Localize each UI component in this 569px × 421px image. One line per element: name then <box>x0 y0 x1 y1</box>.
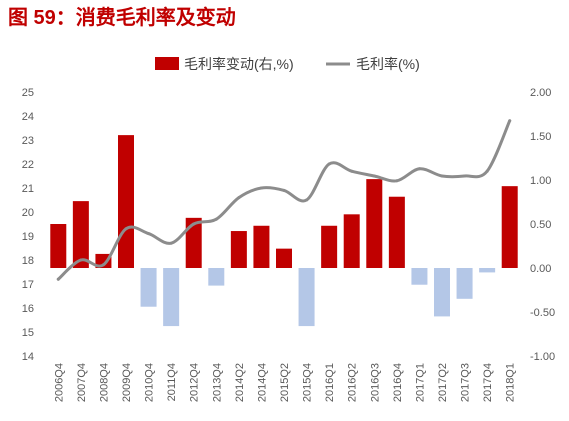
x-tick-2014Q2: 2014Q2 <box>234 363 246 402</box>
y-tick-right-0.50: 0.50 <box>530 219 551 231</box>
line-point-2009Q4 <box>124 227 128 231</box>
x-tick-2017Q1: 2017Q1 <box>414 363 426 402</box>
bar-2015Q4 <box>298 268 315 327</box>
line-point-2017Q4 <box>485 169 489 173</box>
x-tick-2013Q4: 2013Q4 <box>211 363 223 402</box>
bar-2013Q4 <box>208 268 225 286</box>
x-tick-2012Q4: 2012Q4 <box>189 363 201 402</box>
line-point-2017Q1 <box>417 167 421 171</box>
bar-2012Q4 <box>185 217 202 268</box>
x-tick-2009Q4: 2009Q4 <box>121 363 133 402</box>
line-point-2008Q4 <box>101 263 105 267</box>
y-axis-right: 2.00 1.50 1.00 0.50 0.00 -0.50 -1.00 <box>530 87 555 363</box>
x-tick-2017Q3: 2017Q3 <box>460 363 472 402</box>
x-tick-2016Q1: 2016Q1 <box>324 363 336 402</box>
y-tick-right-2.00: 2.00 <box>530 87 551 99</box>
bar-2011Q4 <box>163 268 180 327</box>
x-tick-2017Q4: 2017Q4 <box>482 363 494 402</box>
y-axis-left: 25 24 23 22 21 20 19 18 17 16 15 14 <box>22 87 34 363</box>
y-tick-left-21: 21 <box>22 183 34 195</box>
y-tick-left-24: 24 <box>22 111 34 123</box>
x-axis: 2006Q4 2007Q4 2008Q4 2009Q4 2010Q4 2011Q4 2012… <box>53 363 516 402</box>
x-tick-2015Q4: 2015Q4 <box>302 363 314 402</box>
bar-2016Q3 <box>366 179 383 268</box>
x-tick-2007Q4: 2007Q4 <box>76 363 88 402</box>
line-point-2011Q4 <box>169 241 173 245</box>
y-tick-right--1.00: -1.00 <box>530 351 555 363</box>
y-tick-right--0.50: -0.50 <box>530 307 555 319</box>
bar-2017Q1 <box>411 268 428 285</box>
line-point-2016Q3 <box>372 174 376 178</box>
legend-label-bar: 毛利率变动(右,%) <box>184 56 294 72</box>
x-tick-2015Q2: 2015Q2 <box>279 363 291 402</box>
bar-2016Q1 <box>321 225 338 268</box>
line-point-2010Q4 <box>147 232 151 236</box>
bar-2007Q4 <box>72 201 89 268</box>
line-point-2016Q2 <box>350 169 354 173</box>
bar-2009Q4 <box>118 135 134 268</box>
legend-label-line: 毛利率(%) <box>356 56 420 72</box>
line-point-2018Q1 <box>508 119 512 123</box>
legend-swatch-bar <box>155 57 179 70</box>
x-tick-2014Q4: 2014Q4 <box>256 363 268 402</box>
bar-2017Q3 <box>456 268 473 299</box>
y-tick-right-1.50: 1.50 <box>530 131 551 143</box>
x-tick-2018Q1: 2018Q1 <box>505 363 517 402</box>
bar-2015Q2 <box>276 248 292 268</box>
line-point-2012Q4 <box>192 222 196 226</box>
bar-2014Q4 <box>253 225 270 268</box>
line-point-2016Q4 <box>395 179 399 183</box>
x-tick-2016Q2: 2016Q2 <box>347 363 359 402</box>
legend: 毛利率变动(右,%) 毛利率(%) <box>155 56 420 72</box>
line-series <box>56 119 512 281</box>
line-point-2015Q2 <box>282 188 286 192</box>
line-point-2007Q4 <box>79 258 83 262</box>
bar-2017Q4 <box>479 268 496 273</box>
y-tick-left-25: 25 <box>22 87 34 99</box>
line-point-2014Q2 <box>237 196 241 200</box>
line-point-2015Q4 <box>305 198 309 202</box>
x-tick-2016Q4: 2016Q4 <box>392 363 404 402</box>
bar-2017Q2 <box>434 268 450 317</box>
x-tick-2006Q4: 2006Q4 <box>53 363 65 402</box>
y-tick-left-20: 20 <box>22 207 34 219</box>
bar-series <box>50 135 518 327</box>
y-tick-right-0.00: 0.00 <box>530 263 551 275</box>
bar-2016Q2 <box>343 214 360 268</box>
y-tick-left-17: 17 <box>22 279 34 291</box>
bar-2006Q4 <box>50 224 67 268</box>
line-point-2014Q4 <box>259 186 263 190</box>
line-point-2006Q4 <box>56 277 60 281</box>
bar-2014Q2 <box>230 231 247 268</box>
chart-title: 图 59：消费毛利率及变动 <box>8 5 236 29</box>
y-tick-left-22: 22 <box>22 159 34 171</box>
y-tick-left-14: 14 <box>22 351 34 363</box>
x-tick-2010Q4: 2010Q4 <box>144 363 156 402</box>
x-tick-2017Q2: 2017Q2 <box>437 363 449 402</box>
y-tick-left-18: 18 <box>22 255 34 267</box>
y-tick-left-23: 23 <box>22 135 34 147</box>
y-tick-right-1.00: 1.00 <box>530 175 551 187</box>
line-point-2016Q1 <box>327 162 331 166</box>
x-tick-2011Q4: 2011Q4 <box>166 363 178 401</box>
bar-2016Q4 <box>388 196 405 268</box>
y-tick-left-16: 16 <box>22 303 34 315</box>
line-point-2017Q2 <box>440 174 444 178</box>
y-tick-left-15: 15 <box>22 327 34 339</box>
line-point-2013Q4 <box>214 217 218 221</box>
x-tick-2008Q4: 2008Q4 <box>98 363 110 402</box>
line-point-2017Q3 <box>463 174 467 178</box>
bar-2018Q1 <box>501 186 518 268</box>
y-tick-left-19: 19 <box>22 231 34 243</box>
x-tick-2016Q3: 2016Q3 <box>369 363 381 402</box>
bar-2010Q4 <box>140 268 157 307</box>
